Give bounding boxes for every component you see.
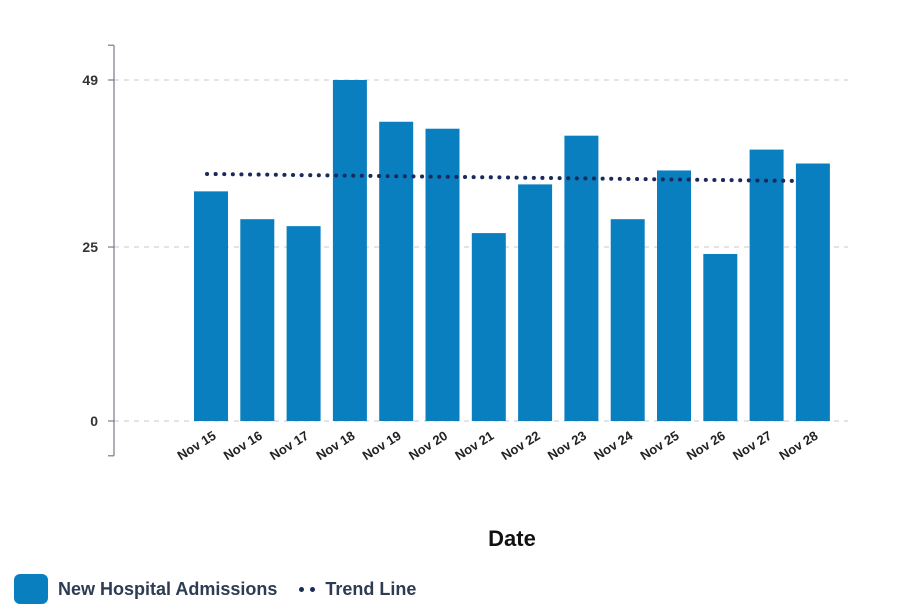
trend-line-path: [205, 171, 797, 183]
x-tick-label: Nov 20: [406, 428, 450, 463]
x-tick-label: Nov 22: [499, 428, 543, 463]
trend-line: [205, 171, 797, 183]
bar: [194, 191, 228, 421]
bar: [286, 226, 321, 421]
x-tick-label: Nov 15: [174, 428, 218, 463]
y-tick-label: 0: [90, 413, 98, 429]
legend-label-trend: Trend Line: [325, 578, 417, 599]
x-tick-label: Nov 27: [730, 428, 774, 463]
bar: [471, 233, 506, 421]
x-tick-label: Nov 24: [591, 427, 636, 463]
x-axis-title: Date: [488, 526, 536, 551]
bar: [610, 219, 645, 421]
bar: [518, 184, 553, 421]
bar: [332, 80, 367, 421]
bar: [703, 253, 738, 421]
bar: [795, 163, 830, 422]
x-tick-label: Nov 19: [360, 428, 404, 463]
y-tick-label: 49: [82, 72, 98, 88]
bar: [749, 149, 784, 421]
bar: [240, 219, 275, 421]
legend: New Hospital Admissions Trend Line: [14, 574, 416, 604]
x-tick-label: Nov 23: [545, 428, 589, 463]
bar: [564, 135, 599, 421]
legend-swatch-admissions: [14, 574, 48, 604]
x-tick-labels: Nov 15 Nov 16 Nov 17 Nov 18 Nov 19 Nov 20 Nov …: [174, 427, 820, 463]
x-tick-label: Nov 18: [313, 428, 357, 463]
bar: [379, 121, 414, 422]
legend-label-admissions: New Hospital Admissions: [58, 578, 278, 599]
y-tick-label: 25: [82, 239, 98, 255]
bars: [194, 80, 830, 422]
x-tick-label: Nov 17: [267, 428, 311, 463]
y-tick-labels: 0 25 49: [82, 72, 98, 429]
x-tick-label: Nov 16: [221, 428, 265, 463]
y-axis: [108, 44, 115, 457]
legend-trend-dots-icon: [299, 586, 316, 592]
bar: [657, 170, 691, 421]
x-tick-label: Nov 25: [637, 428, 681, 463]
x-tick-label: Nov 26: [684, 428, 728, 463]
x-tick-label: Nov 28: [776, 428, 820, 463]
x-tick-label: Nov 21: [452, 428, 496, 463]
bar: [425, 128, 460, 421]
